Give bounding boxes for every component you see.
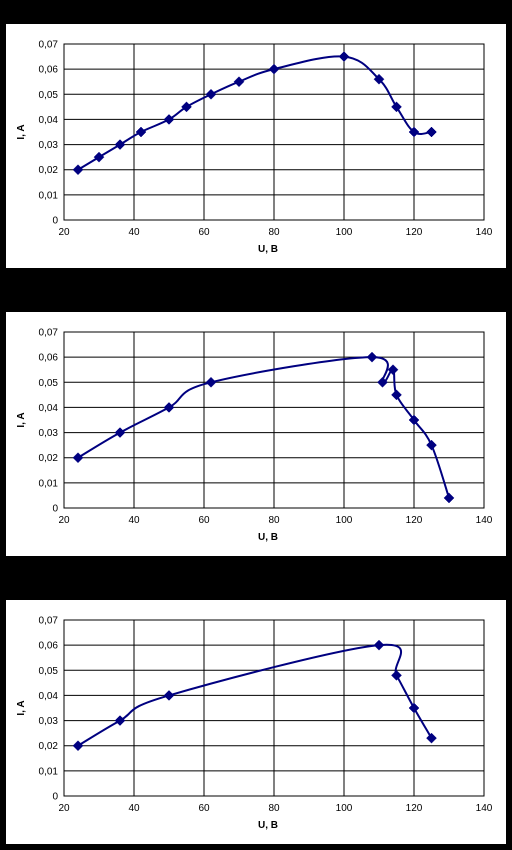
y-tick-label: 0,01 bbox=[39, 766, 59, 777]
y-tick-label: 0 bbox=[52, 792, 58, 803]
x-tick-label: 60 bbox=[198, 803, 210, 814]
x-tick-label: 120 bbox=[406, 515, 423, 526]
y-tick-label: 0,01 bbox=[39, 478, 59, 489]
y-axis-title: I, A bbox=[16, 124, 27, 139]
x-tick-label: 40 bbox=[128, 227, 140, 238]
x-tick-label: 140 bbox=[476, 803, 493, 814]
y-tick-label: 0,01 bbox=[39, 190, 59, 201]
x-tick-label: 120 bbox=[406, 227, 423, 238]
data-point-marker bbox=[163, 114, 175, 125]
x-tick-label: 140 bbox=[476, 227, 493, 238]
data-point-marker bbox=[377, 376, 388, 388]
plot-area-frame bbox=[63, 43, 485, 221]
x-tick-label: 120 bbox=[406, 803, 423, 814]
y-tick-label: 0,02 bbox=[39, 165, 59, 176]
data-point-marker bbox=[114, 139, 126, 150]
y-axis-title: I, A bbox=[16, 700, 27, 715]
data-point-marker bbox=[205, 88, 217, 100]
x-tick-label: 20 bbox=[58, 803, 70, 814]
x-tick-label: 100 bbox=[336, 227, 353, 238]
data-point-marker bbox=[391, 389, 402, 401]
y-tick-label: 0 bbox=[52, 504, 58, 515]
data-point-marker bbox=[93, 151, 105, 163]
chart-panel-3: 20 40 60 80 100 120 140 0 0,01 0,02 0,03 0,04 0,05 0,… bbox=[6, 600, 506, 844]
y-tick-label: 0,07 bbox=[39, 328, 59, 339]
data-point-marker bbox=[114, 427, 126, 438]
y-tick-label: 0,03 bbox=[39, 716, 59, 727]
plot-area-frame bbox=[63, 331, 485, 509]
x-tick-label: 80 bbox=[268, 515, 280, 526]
data-point-marker bbox=[338, 51, 350, 62]
y-tick-label: 0,02 bbox=[39, 741, 59, 752]
x-tick-label: 60 bbox=[198, 227, 210, 238]
series-line bbox=[77, 643, 433, 747]
y-tick-label: 0,03 bbox=[39, 140, 59, 151]
y-tick-label: 0,06 bbox=[39, 353, 59, 364]
data-point-marker bbox=[366, 351, 378, 363]
y-tick-label: 0,02 bbox=[39, 453, 59, 464]
chart-1-svg: 20 40 60 80 100 120 140 0 0,01 0,02 0,03 0,04 0,05 0,… bbox=[16, 40, 493, 256]
data-point-marker bbox=[391, 669, 402, 681]
data-point-marker bbox=[72, 740, 84, 752]
data-point-marker bbox=[408, 702, 420, 714]
x-tick-label: 100 bbox=[336, 515, 353, 526]
data-point-marker bbox=[114, 715, 126, 726]
data-point-marker bbox=[408, 414, 420, 426]
x-axis-title: U, B bbox=[258, 820, 278, 831]
data-point-marker bbox=[408, 126, 420, 138]
x-tick-label: 60 bbox=[198, 515, 210, 526]
y-tick-label: 0,07 bbox=[39, 40, 59, 51]
y-tick-label: 0,07 bbox=[39, 616, 59, 627]
chart-3-svg: 20 40 60 80 100 120 140 0 0,01 0,02 0,03 0,04 0,05 0,… bbox=[16, 616, 493, 832]
x-tick-label: 80 bbox=[268, 803, 280, 814]
data-point-marker bbox=[391, 101, 402, 113]
data-point-marker bbox=[72, 452, 84, 464]
series-line bbox=[77, 356, 450, 499]
y-tick-label: 0,05 bbox=[39, 90, 59, 101]
data-point-marker bbox=[373, 639, 385, 651]
x-tick-label: 20 bbox=[58, 227, 70, 238]
y-axis-title: I, A bbox=[16, 412, 27, 427]
x-tick-label: 40 bbox=[128, 515, 140, 526]
data-point-marker bbox=[205, 376, 217, 388]
x-axis-title: U, B bbox=[258, 244, 278, 255]
data-point-marker bbox=[233, 76, 245, 88]
x-tick-label: 80 bbox=[268, 227, 280, 238]
x-tick-label: 20 bbox=[58, 515, 70, 526]
y-tick-label: 0 bbox=[52, 216, 58, 227]
y-tick-label: 0,04 bbox=[39, 691, 59, 702]
data-point-marker bbox=[387, 364, 399, 376]
chart-panel-2: 20 40 60 80 100 120 140 0 0,01 0,02 0,03 0,04 0,05 0,… bbox=[6, 312, 506, 556]
chart-panel-1: 20 40 60 80 100 120 140 0 0,01 0,02 0,03 0,04 0,05 0,… bbox=[6, 24, 506, 268]
data-point-marker bbox=[135, 126, 147, 138]
data-point-marker bbox=[181, 101, 192, 113]
data-point-marker bbox=[426, 126, 437, 138]
data-point-marker bbox=[163, 690, 175, 701]
series-line bbox=[77, 55, 432, 171]
x-tick-label: 40 bbox=[128, 803, 140, 814]
y-tick-label: 0,04 bbox=[39, 403, 59, 414]
data-point-marker bbox=[443, 492, 455, 504]
data-point-marker bbox=[163, 402, 175, 413]
data-point-marker bbox=[426, 439, 437, 451]
data-point-marker bbox=[426, 732, 437, 744]
x-tick-label: 100 bbox=[336, 803, 353, 814]
y-tick-label: 0,04 bbox=[39, 115, 59, 126]
y-tick-label: 0,06 bbox=[39, 641, 59, 652]
data-point-marker bbox=[72, 164, 84, 176]
x-axis-title: U, B bbox=[258, 532, 278, 543]
y-tick-label: 0,03 bbox=[39, 428, 59, 439]
data-point-marker bbox=[268, 63, 280, 75]
chart-2-svg: 20 40 60 80 100 120 140 0 0,01 0,02 0,03 0,04 0,05 0,… bbox=[16, 328, 493, 544]
y-tick-label: 0,06 bbox=[39, 65, 59, 76]
y-tick-label: 0,05 bbox=[39, 378, 59, 389]
plot-area-frame bbox=[63, 619, 485, 797]
x-tick-label: 140 bbox=[476, 515, 493, 526]
data-point-marker bbox=[373, 73, 385, 85]
y-tick-label: 0,05 bbox=[39, 666, 59, 677]
